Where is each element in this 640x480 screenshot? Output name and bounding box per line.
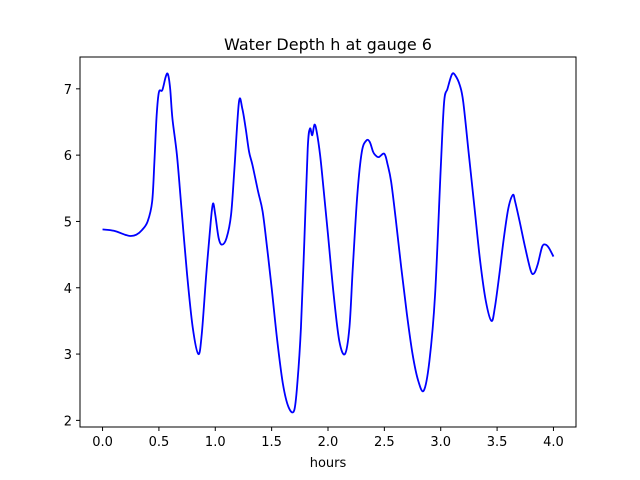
series-line	[102, 72, 555, 414]
x-tick-label: 0.0	[92, 435, 113, 450]
x-tick-label: 1.0	[205, 435, 226, 450]
x-axis: 0.0 0.5 1.0 1.5 2.0 2.5 3.0 3.5 4.0	[92, 427, 564, 450]
x-tick-label: 3.5	[487, 435, 508, 450]
x-tick-label: 2.5	[374, 435, 395, 450]
y-tick-label: 6	[64, 149, 72, 164]
y-tick-label: 2	[64, 414, 72, 429]
y-tick-label: 3	[64, 348, 72, 363]
x-tick-label: 1.5	[261, 435, 282, 450]
y-tick-label: 5	[64, 215, 72, 230]
x-tick-label: 3.0	[430, 435, 451, 450]
y-tick-label: 7	[64, 83, 72, 98]
y-tick-label: 4	[64, 282, 72, 297]
x-axis-label: hours	[310, 456, 347, 471]
axes-frame	[79, 56, 577, 428]
y-axis: 2 3 4 5 6 7	[64, 83, 80, 429]
x-tick-label: 2.0	[318, 435, 339, 450]
chart-title: Water Depth h at gauge 6	[224, 35, 432, 54]
plot-area	[102, 72, 555, 414]
x-tick-label: 0.5	[149, 435, 170, 450]
x-tick-label: 4.0	[543, 435, 564, 450]
